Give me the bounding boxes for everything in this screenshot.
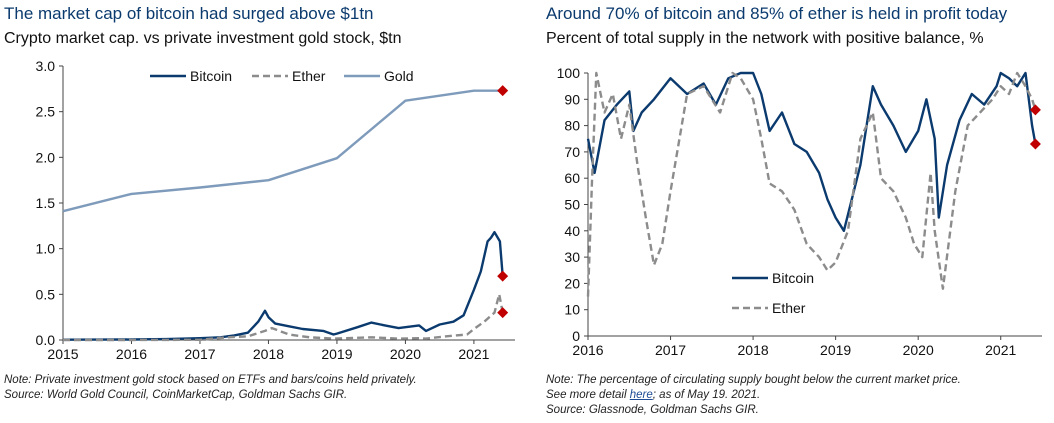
x-tick-label: 2017 <box>655 342 686 358</box>
left-source-line: Source: World Gold Council, CoinMarketCa… <box>4 389 348 401</box>
series-line-bitcoin <box>586 71 1037 233</box>
note-prefix: See more detail <box>546 389 630 401</box>
here-link[interactable]: here <box>629 389 653 401</box>
y-tick-label: 1.5 <box>36 195 56 211</box>
y-tick-label: 1.0 <box>36 241 56 257</box>
left-chart-title: The market cap of bitcoin had surged abo… <box>4 4 374 23</box>
end-point-marker <box>497 85 509 97</box>
x-tick-label: 2020 <box>903 342 934 358</box>
right-chart-subtitle: Percent of total supply in the network w… <box>546 30 984 47</box>
end-point-marker <box>1029 138 1041 150</box>
y-tick-label: 60 <box>564 170 580 186</box>
note-suffix: ; as of May 19. 2021. <box>652 389 761 401</box>
market-cap-chart: 0.0 0.5 1.0 1.5 2.0 2.5 3.0 2015 2016 2017 2018 201… <box>36 58 515 362</box>
series-line-gold <box>62 89 502 213</box>
end-point-marker <box>1029 104 1041 116</box>
x-tick-label: 2020 <box>390 346 421 362</box>
left-chart-subtitle: Crypto market cap. vs private investment… <box>4 30 402 47</box>
y-tick-label: 50 <box>564 197 580 213</box>
y-tick-label: 100 <box>557 65 581 81</box>
x-tick-label: 2019 <box>321 346 352 362</box>
y-tick-label: 10 <box>564 302 580 318</box>
y-tick-label: 40 <box>564 223 580 239</box>
series-line-ether <box>586 71 1037 297</box>
right-source-line: Source: Glassnode, Goldman Sachs GIR. <box>546 404 759 416</box>
left-note-line: Note: Private investment gold stock base… <box>4 374 417 386</box>
end-point-marker <box>497 307 509 319</box>
x-tick-label: 2016 <box>116 346 147 362</box>
x-tick-label: 2015 <box>47 346 78 362</box>
legend-label-bitcoin: Bitcoin <box>772 270 814 286</box>
y-tick-label: 80 <box>564 118 580 134</box>
y-tick-label: 0.5 <box>36 286 56 302</box>
right-note-detail-line: See more detail here; as of May 19. 2021… <box>546 388 961 403</box>
right-chart-title: Around 70% of bitcoin and 85% of ether i… <box>546 4 1008 23</box>
legend-label-ether: Ether <box>772 300 806 316</box>
y-tick-label: 70 <box>564 144 580 160</box>
x-tick-label: 2021 <box>985 342 1016 358</box>
right-note-line: Note: The percentage of circulating supp… <box>546 374 961 386</box>
series-line-ether <box>63 293 504 342</box>
y-tick-label: 2.5 <box>36 104 56 120</box>
series-line-bitcoin <box>62 230 504 341</box>
x-tick-label: 2021 <box>458 346 489 362</box>
legend-label-ether: Ether <box>292 68 326 84</box>
x-tick-label: 2018 <box>253 346 284 362</box>
x-tick-label: 2017 <box>184 346 215 362</box>
legend-label-gold: Gold <box>384 68 414 84</box>
right-chart-notes: Note: The percentage of circulating supp… <box>546 373 961 418</box>
y-tick-label: 0.0 <box>36 332 56 348</box>
market-cap-panel: The market cap of bitcoin had surged abo… <box>0 0 520 423</box>
legend-label-bitcoin: Bitcoin <box>190 68 232 84</box>
left-chart-notes: Note: Private investment gold stock base… <box>4 373 417 403</box>
y-tick-label: 90 <box>564 91 580 107</box>
supply-in-profit-chart: 0 10 20 30 40 50 60 70 80 90 100 2016 2017 2018 2019 20… <box>557 65 1042 358</box>
y-tick-label: 3.0 <box>36 58 56 74</box>
x-tick-label: 2019 <box>820 342 851 358</box>
y-tick-label: 20 <box>564 275 580 291</box>
end-point-marker <box>497 270 509 282</box>
x-tick-label: 2018 <box>738 342 769 358</box>
x-tick-label: 2016 <box>572 342 603 358</box>
y-tick-label: 2.0 <box>36 149 56 165</box>
supply-in-profit-panel: Around 70% of bitcoin and 85% of ether i… <box>542 0 1054 423</box>
y-tick-label: 0 <box>572 328 580 344</box>
y-tick-label: 30 <box>564 249 580 265</box>
